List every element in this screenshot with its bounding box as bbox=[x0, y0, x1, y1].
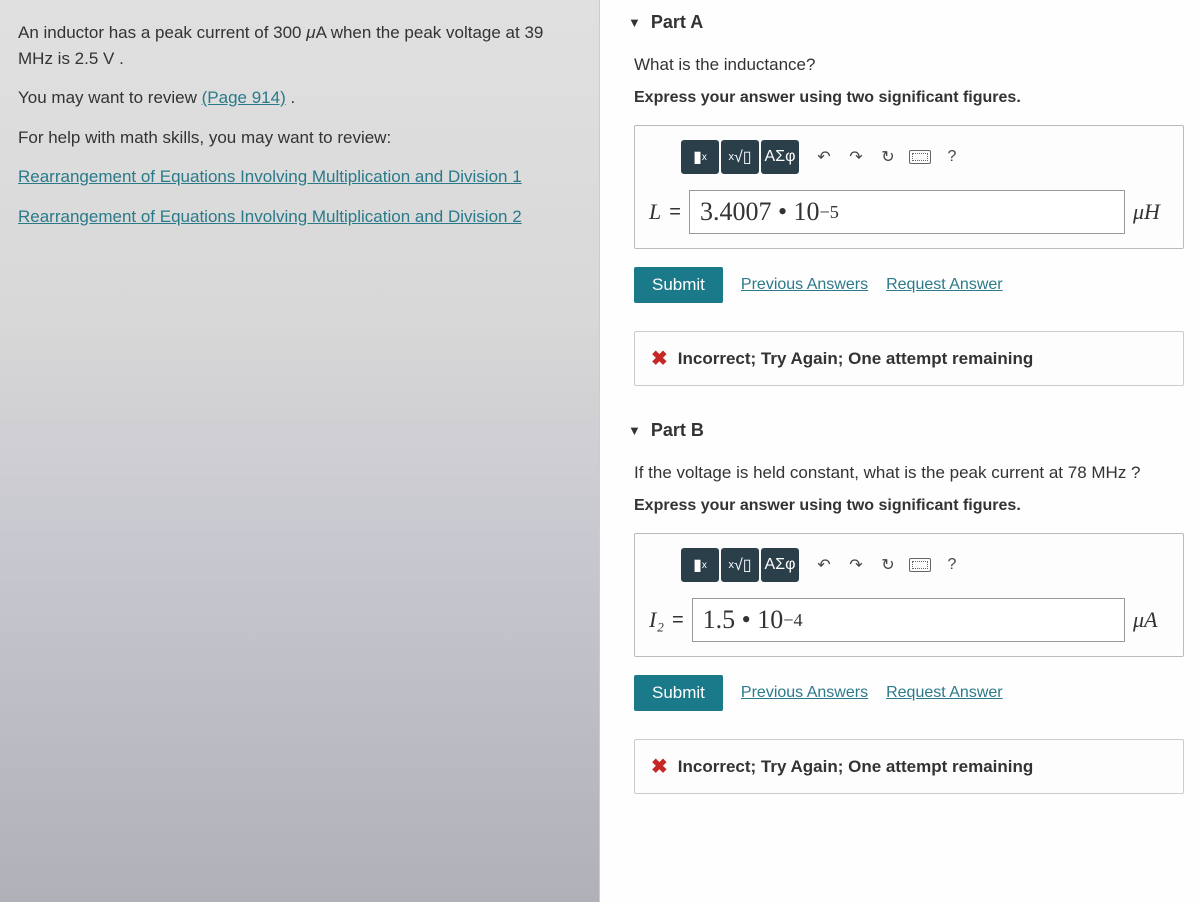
review-line: You may want to review (Page 914) . bbox=[18, 85, 581, 111]
undo-button[interactable]: ↶ bbox=[809, 548, 839, 582]
incorrect-icon: ✖ bbox=[651, 346, 668, 371]
greek-button[interactable]: ΑΣφ bbox=[761, 140, 799, 174]
help-link-2[interactable]: Rearrangement of Equations Involving Mul… bbox=[18, 207, 522, 226]
part-b-question: If the voltage is held constant, what is… bbox=[634, 463, 1184, 483]
part-a-input-row: L = 3.4007 • 10−5 μH bbox=[649, 190, 1169, 234]
part-b-unit: μA bbox=[1133, 607, 1169, 633]
feedback-text: Incorrect; Try Again; One attempt remain… bbox=[678, 349, 1034, 369]
sqrt-button[interactable]: x√▯ bbox=[721, 140, 759, 174]
part-b-instruction: Express your answer using two significan… bbox=[634, 497, 1184, 515]
part-a-instruction: Express your answer using two significan… bbox=[634, 89, 1184, 107]
equals-sign: = bbox=[669, 201, 681, 224]
equation-toolbar: ▮x x√▯ ΑΣφ ↶ ↷ ↻ ? bbox=[649, 140, 1169, 174]
caret-down-icon: ▼ bbox=[628, 15, 641, 30]
keyboard-button[interactable] bbox=[905, 140, 935, 174]
reset-button[interactable]: ↻ bbox=[873, 140, 903, 174]
feedback-text: Incorrect; Try Again; One attempt remain… bbox=[678, 757, 1034, 777]
part-b-header[interactable]: ▼ Part B bbox=[628, 420, 1184, 441]
request-answer-link[interactable]: Request Answer bbox=[886, 684, 1003, 702]
keyboard-button[interactable] bbox=[905, 548, 935, 582]
submit-button[interactable]: Submit bbox=[634, 267, 723, 303]
part-a-actions: Submit Previous Answers Request Answer bbox=[634, 267, 1184, 303]
caret-down-icon: ▼ bbox=[628, 423, 641, 438]
equals-sign: = bbox=[672, 609, 684, 632]
template-button[interactable]: ▮x bbox=[681, 140, 719, 174]
part-a-title: Part A bbox=[651, 12, 703, 33]
part-b-answer-input[interactable]: 1.5 • 10−4 bbox=[692, 598, 1125, 642]
part-a-variable: L bbox=[649, 199, 661, 225]
problem-statement: An inductor has a peak current of 300 μA… bbox=[18, 20, 581, 71]
part-b-actions: Submit Previous Answers Request Answer bbox=[634, 675, 1184, 711]
part-a-header[interactable]: ▼ Part A bbox=[628, 12, 1184, 33]
part-b-variable: I₂ bbox=[649, 607, 664, 633]
sqrt-button[interactable]: x√▯ bbox=[721, 548, 759, 582]
submit-button[interactable]: Submit bbox=[634, 675, 723, 711]
part-a-feedback: ✖ Incorrect; Try Again; One attempt rema… bbox=[634, 331, 1184, 386]
part-a-unit: μH bbox=[1133, 199, 1169, 225]
keyboard-icon bbox=[909, 150, 931, 164]
part-b-title: Part B bbox=[651, 420, 704, 441]
help-button[interactable]: ? bbox=[937, 140, 967, 174]
redo-button[interactable]: ↷ bbox=[841, 548, 871, 582]
help-button[interactable]: ? bbox=[937, 548, 967, 582]
greek-button[interactable]: ΑΣφ bbox=[761, 548, 799, 582]
answer-panel: ▼ Part A What is the inductance? Express… bbox=[600, 0, 1200, 902]
previous-answers-link[interactable]: Previous Answers bbox=[741, 684, 868, 702]
part-b-feedback: ✖ Incorrect; Try Again; One attempt rema… bbox=[634, 739, 1184, 794]
part-b-answer-box: ▮x x√▯ ΑΣφ ↶ ↷ ↻ ? I₂ = 1.5 • 10−4 μA bbox=[634, 533, 1184, 657]
reset-button[interactable]: ↻ bbox=[873, 548, 903, 582]
review-after: . bbox=[286, 88, 295, 107]
part-a-question: What is the inductance? bbox=[634, 55, 1184, 75]
keyboard-icon bbox=[909, 558, 931, 572]
undo-button[interactable]: ↶ bbox=[809, 140, 839, 174]
review-prompt: You may want to review bbox=[18, 88, 202, 107]
template-button[interactable]: ▮x bbox=[681, 548, 719, 582]
math-help-prompt: For help with math skills, you may want … bbox=[18, 125, 581, 151]
previous-answers-link[interactable]: Previous Answers bbox=[741, 276, 868, 294]
part-b-input-row: I₂ = 1.5 • 10−4 μA bbox=[649, 598, 1169, 642]
problem-panel: An inductor has a peak current of 300 μA… bbox=[0, 0, 600, 902]
page-link[interactable]: (Page 914) bbox=[202, 88, 286, 107]
part-a-answer-input[interactable]: 3.4007 • 10−5 bbox=[689, 190, 1125, 234]
redo-button[interactable]: ↷ bbox=[841, 140, 871, 174]
incorrect-icon: ✖ bbox=[651, 754, 668, 779]
part-a-answer-box: ▮x x√▯ ΑΣφ ↶ ↷ ↻ ? L = 3.4007 • 10−5 μH bbox=[634, 125, 1184, 249]
help-link-1[interactable]: Rearrangement of Equations Involving Mul… bbox=[18, 167, 522, 186]
equation-toolbar-b: ▮x x√▯ ΑΣφ ↶ ↷ ↻ ? bbox=[649, 548, 1169, 582]
request-answer-link[interactable]: Request Answer bbox=[886, 276, 1003, 294]
